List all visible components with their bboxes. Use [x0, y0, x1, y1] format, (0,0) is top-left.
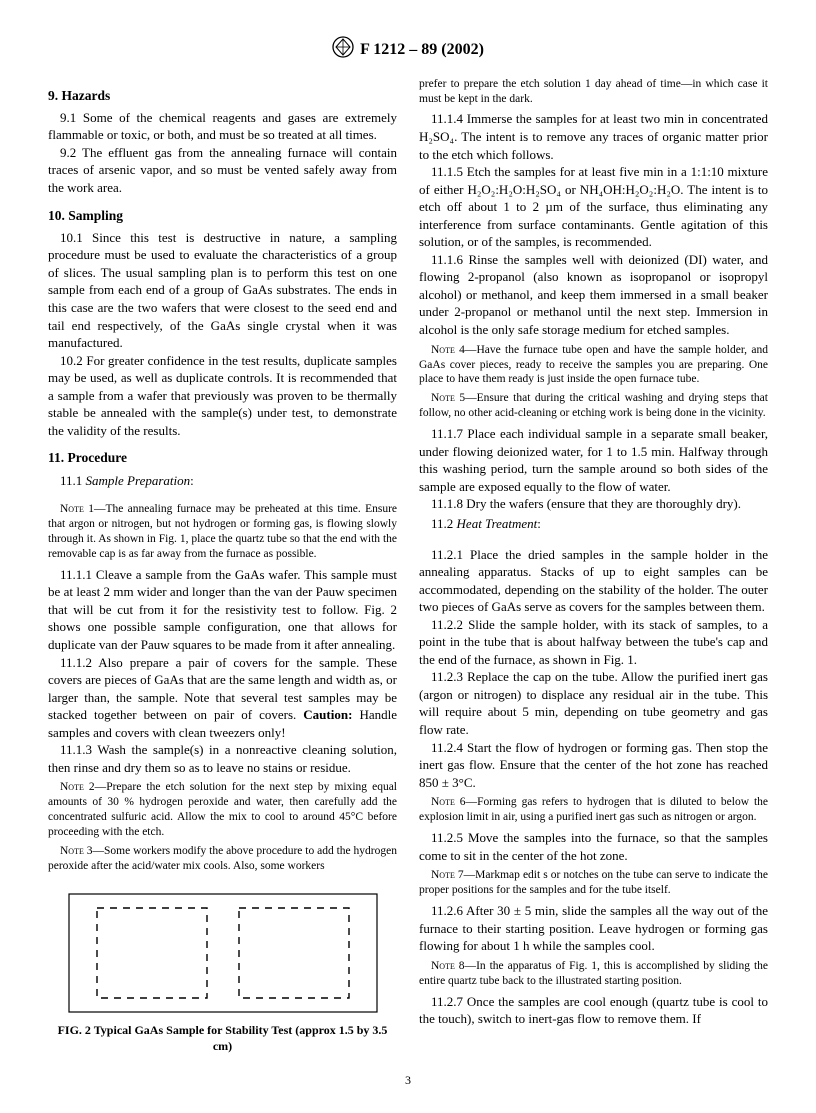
para-11-1-title: Sample Preparation: [86, 473, 191, 488]
para-11-2-title: Heat Treatment: [457, 516, 538, 531]
caution-label: Caution:: [303, 707, 352, 722]
para-11-2-1: 11.2.1 Place the dried samples in the sa…: [419, 546, 768, 616]
para-11-1-4: 11.1.4 Immerse the samples for at least …: [419, 110, 768, 163]
para-11-1-6: 11.1.6 Rinse the samples well with deion…: [419, 251, 768, 339]
note-4-label: Note 4—: [431, 344, 476, 356]
para-11-1-1: 11.1.1 Cleave a sample from the GaAs waf…: [48, 566, 397, 654]
note-2: Note 2—Prepare the etch solution for the…: [48, 780, 397, 840]
para-11-1: 11.1 Sample Preparation:: [48, 472, 397, 490]
para-11-2-num: 11.2: [431, 516, 457, 531]
figure-2-svg: [63, 888, 383, 1018]
note-8: Note 8—In the apparatus of Fig. 1, this …: [419, 959, 768, 989]
note-5: Note 5—Ensure that during the critical w…: [419, 391, 768, 421]
para-11-2: 11.2 Heat Treatment:: [419, 515, 768, 533]
two-column-body: 9. Hazards 9.1 Some of the chemical reag…: [48, 77, 768, 1055]
designation: F 1212 – 89 (2002): [360, 41, 484, 58]
figure-2-caption: FIG. 2 Typical GaAs Sample for Stability…: [48, 1022, 397, 1054]
section-9-title: 9. Hazards: [48, 87, 397, 105]
para-11-1-5: 11.1.5 Etch the samples for at least fiv…: [419, 163, 768, 251]
note-3: Note 3—Some workers modify the above pro…: [48, 844, 397, 874]
para-9-2: 9.2 The effluent gas from the annealing …: [48, 144, 397, 197]
para-10-1: 10.1 Since this test is destructive in n…: [48, 229, 397, 352]
para-11-2-2: 11.2.2 Slide the sample holder, with its…: [419, 616, 768, 669]
note-4: Note 4—Have the furnace tube open and ha…: [419, 343, 768, 388]
page-number: 3: [48, 1072, 768, 1088]
note-3-label: Note 3—: [60, 845, 104, 857]
section-10-title: 10. Sampling: [48, 207, 397, 225]
para-11-1-colon: :: [190, 473, 194, 488]
para-11-1-7: 11.1.7 Place each individual sample in a…: [419, 425, 768, 495]
para-9-1: 9.1 Some of the chemical reagents and ga…: [48, 109, 397, 144]
para-10-2: 10.2 For greater confidence in the test …: [48, 352, 397, 440]
note-6-label: Note 6—: [431, 796, 477, 808]
para-11-2-4: 11.2.4 Start the flow of hydrogen or for…: [419, 739, 768, 792]
note-3-continued: prefer to prepare the etch solution 1 da…: [419, 77, 768, 107]
para-11-2-7: 11.2.7 Once the samples are cool enough …: [419, 993, 768, 1028]
para-11-1-num: 11.1: [60, 473, 86, 488]
note-7-label: Note 7—: [431, 869, 475, 881]
para-11-2-6: 11.2.6 After 30 ± 5 min, slide the sampl…: [419, 902, 768, 955]
note-1: Note 1—The annealing furnace may be preh…: [48, 502, 397, 562]
note-1-label: Note 1—: [60, 503, 105, 515]
para-11-1-8: 11.1.8 Dry the wafers (ensure that they …: [419, 495, 768, 513]
note-7: Note 7—Markmap edit s or notches on the …: [419, 868, 768, 898]
section-11-title: 11. Procedure: [48, 449, 397, 467]
note-6: Note 6—Forming gas refers to hydrogen th…: [419, 795, 768, 825]
note-8-label: Note 8—: [431, 960, 476, 972]
para-11-2-colon: :: [537, 516, 541, 531]
note-5-label: Note 5—: [431, 392, 477, 404]
astm-logo: [332, 36, 354, 65]
para-11-2-3: 11.2.3 Replace the cap on the tube. Allo…: [419, 668, 768, 738]
para-11-1-2: 11.1.2 Also prepare a pair of covers for…: [48, 654, 397, 742]
para-11-1-3: 11.1.3 Wash the sample(s) in a nonreacti…: [48, 741, 397, 776]
figure-2: FIG. 2 Typical GaAs Sample for Stability…: [48, 888, 397, 1054]
para-11-2-5: 11.2.5 Move the samples into the furnace…: [419, 829, 768, 864]
note-2-label: Note 2—: [60, 781, 106, 793]
page-header: F 1212 – 89 (2002): [48, 36, 768, 65]
